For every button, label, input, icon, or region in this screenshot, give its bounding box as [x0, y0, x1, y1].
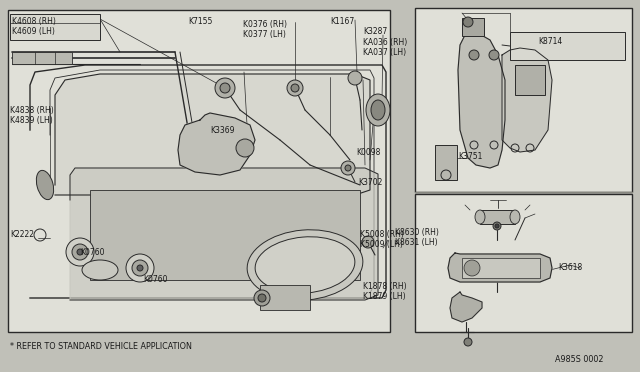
- Bar: [415, 194, 632, 332]
- Bar: [510, 32, 625, 60]
- Text: K8631 (LH): K8631 (LH): [395, 238, 438, 247]
- Bar: [462, 258, 540, 278]
- Polygon shape: [70, 168, 378, 300]
- Circle shape: [362, 236, 374, 248]
- Circle shape: [464, 338, 472, 346]
- Circle shape: [66, 238, 94, 266]
- Text: K7155: K7155: [188, 17, 212, 26]
- Circle shape: [341, 161, 355, 175]
- Text: KA036 (RH): KA036 (RH): [363, 38, 407, 47]
- Text: K8630 (RH): K8630 (RH): [395, 228, 439, 237]
- Circle shape: [137, 265, 143, 271]
- Text: K3618: K3618: [558, 263, 582, 272]
- Text: K1167: K1167: [330, 17, 355, 26]
- Circle shape: [348, 71, 362, 85]
- Text: K4608 (RH): K4608 (RH): [12, 17, 56, 26]
- Circle shape: [291, 84, 299, 92]
- Bar: [462, 18, 484, 36]
- Text: * REFER TO STANDARD VEHICLE APPLICATION: * REFER TO STANDARD VEHICLE APPLICATION: [10, 342, 192, 351]
- Bar: [8, 10, 390, 332]
- Bar: [260, 285, 310, 310]
- Circle shape: [254, 290, 270, 306]
- Text: K1878 (RH): K1878 (RH): [363, 282, 406, 291]
- Text: K0098: K0098: [356, 148, 380, 157]
- Bar: [90, 190, 360, 280]
- Bar: [415, 8, 632, 192]
- Text: K5009 (LH): K5009 (LH): [360, 240, 403, 249]
- Ellipse shape: [475, 210, 485, 224]
- Polygon shape: [450, 292, 482, 322]
- Circle shape: [220, 83, 230, 93]
- Polygon shape: [448, 253, 552, 282]
- Text: K4609 (LH): K4609 (LH): [12, 27, 55, 36]
- Polygon shape: [55, 74, 370, 195]
- Ellipse shape: [366, 94, 390, 126]
- Circle shape: [132, 260, 148, 276]
- Circle shape: [463, 17, 473, 27]
- Circle shape: [126, 254, 154, 282]
- Text: K5008 (RH): K5008 (RH): [360, 230, 404, 239]
- Text: K0377 (LH): K0377 (LH): [243, 30, 286, 39]
- Text: K0760: K0760: [80, 248, 104, 257]
- Circle shape: [495, 224, 499, 228]
- Bar: [12, 52, 72, 64]
- Ellipse shape: [255, 237, 355, 293]
- Polygon shape: [458, 30, 505, 168]
- Circle shape: [489, 50, 499, 60]
- Ellipse shape: [464, 260, 480, 276]
- Ellipse shape: [510, 210, 520, 224]
- Ellipse shape: [371, 100, 385, 120]
- Text: K3369: K3369: [210, 126, 234, 135]
- Text: A985S 0002: A985S 0002: [555, 355, 604, 364]
- Ellipse shape: [36, 170, 54, 200]
- Bar: [10, 14, 100, 40]
- Circle shape: [77, 249, 83, 255]
- Circle shape: [236, 139, 254, 157]
- Circle shape: [287, 80, 303, 96]
- Text: K3751: K3751: [458, 152, 483, 161]
- Circle shape: [258, 294, 266, 302]
- Circle shape: [493, 222, 501, 230]
- Text: K4838 (RH): K4838 (RH): [10, 106, 54, 115]
- Bar: [435, 145, 457, 180]
- Text: K4839 (LH): K4839 (LH): [10, 116, 52, 125]
- Polygon shape: [502, 48, 552, 152]
- Polygon shape: [178, 113, 255, 175]
- Text: K8714: K8714: [538, 37, 563, 46]
- Text: K1879 (LH): K1879 (LH): [363, 292, 406, 301]
- Text: K0760: K0760: [143, 275, 168, 284]
- Text: K0376 (RH): K0376 (RH): [243, 20, 287, 29]
- Text: KA037 (LH): KA037 (LH): [363, 48, 406, 57]
- Circle shape: [215, 78, 235, 98]
- Text: K3287: K3287: [363, 27, 387, 36]
- Ellipse shape: [82, 260, 118, 280]
- Bar: [480, 210, 515, 224]
- Text: K3702: K3702: [358, 178, 382, 187]
- Circle shape: [345, 165, 351, 171]
- Ellipse shape: [247, 230, 363, 300]
- Text: K2222: K2222: [10, 230, 34, 239]
- Bar: [515, 65, 545, 95]
- Circle shape: [72, 244, 88, 260]
- Circle shape: [469, 50, 479, 60]
